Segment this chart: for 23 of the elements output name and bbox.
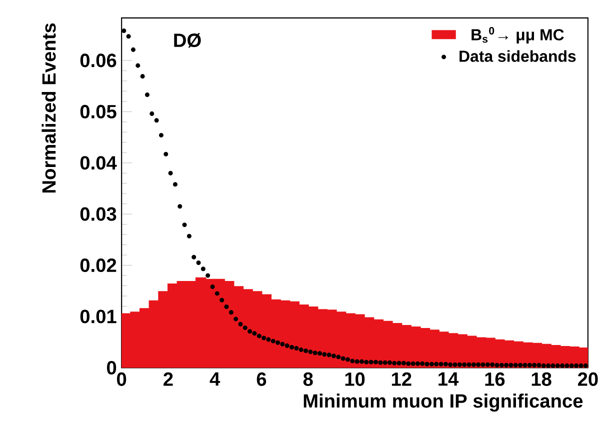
y-tick-label: 0.06	[80, 54, 116, 68]
legend-label: B$_{s}$$^{0}$→ μμ MC	[472, 27, 564, 44]
x-tick-label: 16	[485, 372, 505, 386]
x-tick-label: 10	[345, 372, 365, 386]
x-tick-label: 4	[210, 372, 220, 386]
x-tick-label: 20	[578, 372, 598, 386]
x-tick-label: 18	[532, 372, 552, 386]
legend-label: Data sidebands	[460, 50, 576, 62]
y-tick-label: 0.04	[80, 156, 117, 170]
y-tick-label: 0	[106, 361, 116, 375]
y-tick-label: 0.05	[80, 105, 116, 119]
x-tick-label: 14	[438, 372, 459, 386]
y-tick-label: 0.01	[80, 310, 116, 324]
x-tick-label: 6	[256, 372, 266, 386]
y-axis-title: Normalized Events	[42, 24, 56, 193]
x-tick-label: 2	[164, 372, 173, 386]
y-tick-label: 0.02	[80, 258, 116, 272]
y-tick-label: 0.03	[80, 208, 116, 222]
x-axis-title: Minimum muon IP significance	[304, 394, 583, 412]
annotation: DØ	[174, 33, 201, 48]
x-tick-label: 8	[303, 372, 313, 386]
x-tick-label: 12	[392, 372, 412, 386]
x-tick-label: 0	[117, 372, 126, 386]
